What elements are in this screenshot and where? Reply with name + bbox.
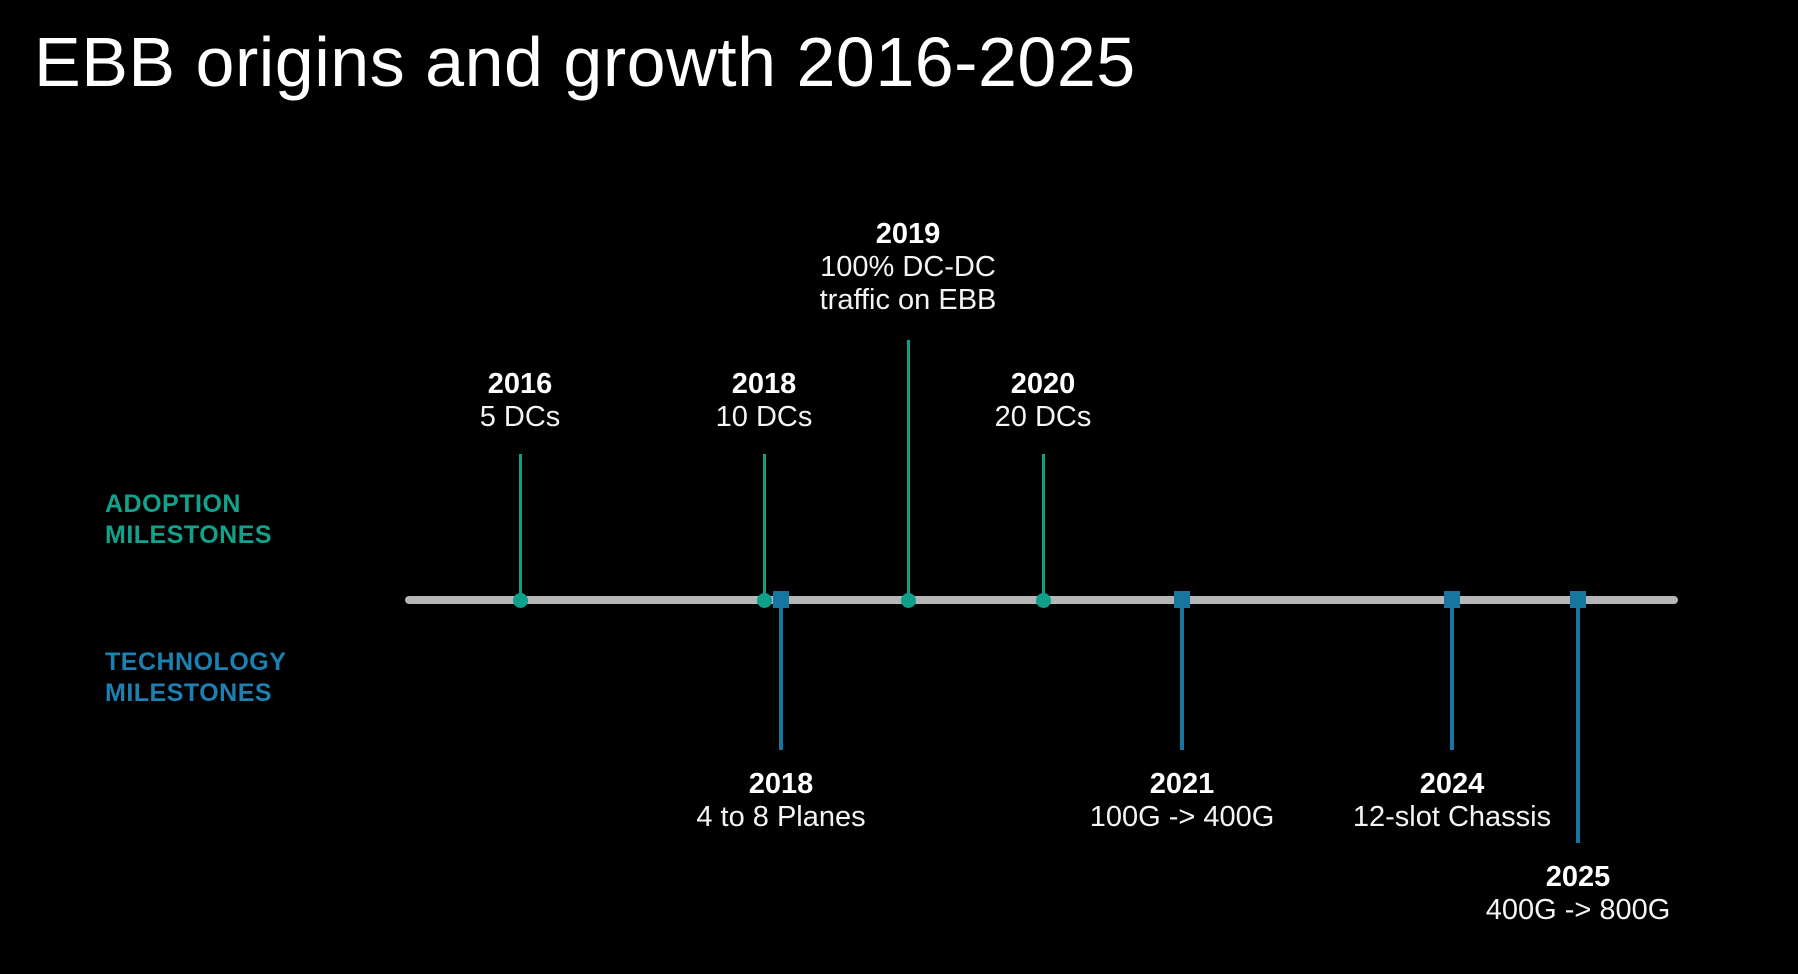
milestone-year: 2018 <box>748 768 814 800</box>
milestone-stem <box>779 600 783 750</box>
milestone-detail: 400G -> 800G <box>1485 894 1671 926</box>
milestone-square-icon <box>1174 591 1190 608</box>
milestone-label: 2021 100G -> 400G <box>1012 768 1352 834</box>
milestone-year: 2018 <box>731 368 797 400</box>
milestone-label: 2024 12-slot Chassis <box>1282 768 1622 834</box>
milestone-stem <box>906 340 910 600</box>
milestone-dot-icon <box>1035 592 1051 608</box>
milestone-year: 2020 <box>1010 368 1076 400</box>
milestone-dot-icon <box>756 592 772 608</box>
milestone-stem <box>1041 454 1045 600</box>
technology-milestones-legend: TECHNOLOGY MILESTONES <box>105 647 286 709</box>
legend-line: MILESTONES <box>105 521 273 549</box>
milestone-detail: 20 DCs <box>994 401 1092 433</box>
milestone-square-icon <box>773 591 789 608</box>
milestone-label: 2018 10 DCs <box>594 368 934 434</box>
milestone-detail: 100G -> 400G <box>1089 801 1275 833</box>
adoption-milestones-legend: ADOPTION MILESTONES <box>105 489 272 551</box>
milestone-detail: 100% DC-DC <box>820 251 996 283</box>
milestone-detail: traffic on EBB <box>819 284 997 316</box>
legend-line: ADOPTION <box>105 490 241 518</box>
milestone-year: 2025 <box>1545 861 1611 893</box>
milestone-label: 2020 20 DCs <box>873 368 1213 434</box>
milestone-dot-icon <box>900 592 916 608</box>
milestone-year: 2016 <box>487 368 553 400</box>
milestone-stem <box>1450 600 1454 750</box>
milestone-detail: 5 DCs <box>479 401 561 433</box>
milestone-detail: 10 DCs <box>715 401 813 433</box>
milestone-year: 2021 <box>1149 768 1215 800</box>
legend-line: TECHNOLOGY <box>105 648 287 676</box>
milestone-detail: 12-slot Chassis <box>1352 801 1552 833</box>
milestone-label: 2025 400G -> 800G <box>1408 861 1748 927</box>
milestone-stem <box>1180 600 1184 750</box>
milestone-label: 2018 4 to 8 Planes <box>611 768 951 834</box>
milestone-year: 2024 <box>1419 768 1485 800</box>
page-title: EBB origins and growth 2016-2025 <box>34 23 1136 101</box>
milestone-stem <box>1576 600 1580 843</box>
milestone-stem <box>518 454 522 600</box>
milestone-label: 2016 5 DCs <box>350 368 690 434</box>
milestone-square-icon <box>1570 591 1586 608</box>
milestone-detail: 4 to 8 Planes <box>696 801 866 833</box>
milestone-dot-icon <box>512 592 528 608</box>
legend-line: MILESTONES <box>105 679 273 707</box>
milestone-square-icon <box>1444 591 1460 608</box>
milestone-stem <box>762 454 766 600</box>
milestone-label: 2019 100% DC-DC traffic on EBB <box>738 218 1078 317</box>
milestone-year: 2019 <box>875 218 941 250</box>
